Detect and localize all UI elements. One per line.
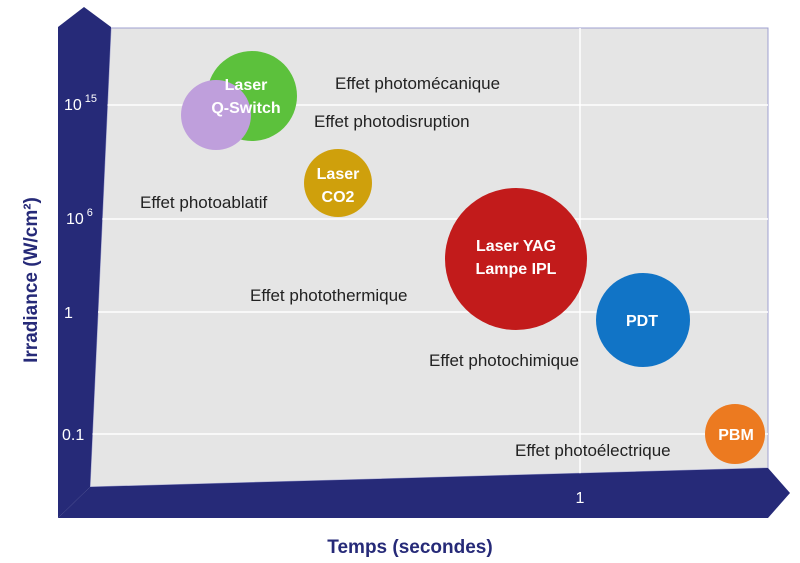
effect-photoablatif: Effet photoablatif <box>140 193 268 212</box>
y-tick-1e6: 10 6 <box>66 207 93 228</box>
bubble-label-ipl: Lampe IPL <box>476 261 557 278</box>
effect-photoelectrique: Effet photoélectrique <box>515 441 671 460</box>
bubble-laser-yag-ipl <box>445 188 587 330</box>
effect-photomecanique: Effet photomécanique <box>335 74 500 93</box>
bubble-label-pdt: PDT <box>626 313 658 330</box>
bubble-purple <box>181 80 251 150</box>
y-tick-1: 1 <box>64 305 73 322</box>
bubble-label-q-switch-1: Laser <box>225 77 268 94</box>
bubble-pdt <box>596 273 690 367</box>
x-tick-1: 1 <box>576 490 585 507</box>
y-tick-0.1: 0.1 <box>62 427 84 444</box>
x-axis-title: Temps (secondes) <box>327 537 492 558</box>
bubble-pbm <box>705 404 765 464</box>
bubble-label-pbm: PBM <box>718 427 754 444</box>
effect-photothermique: Effet photothermique <box>250 286 408 305</box>
effect-photodisruption: Effet photodisruption <box>314 112 470 131</box>
bubble-label-yag: Laser YAG <box>476 238 556 255</box>
bubble-label-co2-1: Laser <box>317 166 360 183</box>
y-axis-title: Irradiance (W/cm²) <box>21 197 42 363</box>
effect-photochimique: Effet photochimique <box>429 351 579 370</box>
bubble-circle <box>181 80 251 150</box>
y-axis-arrow <box>58 7 111 518</box>
y-tick-1e15: 10 15 <box>64 93 97 114</box>
x-axis-arrow <box>58 468 790 518</box>
bubble-laser-co2 <box>304 149 372 217</box>
bubble-label-co2-2: CO2 <box>322 189 355 206</box>
bubble-label-q-switch-2: Q-Switch <box>211 100 280 117</box>
